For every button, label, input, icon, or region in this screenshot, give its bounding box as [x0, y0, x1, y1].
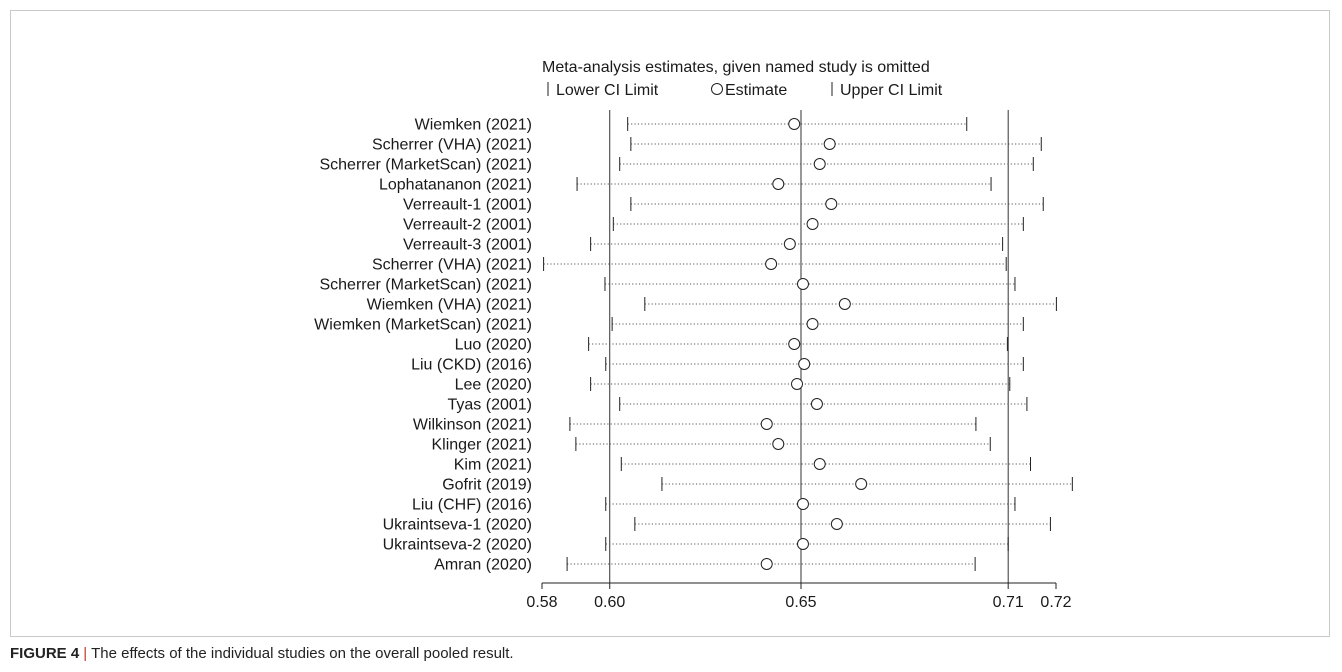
- estimate-point: [810, 398, 823, 410]
- study-label: Wilkinson (2021): [413, 417, 532, 434]
- x-tick-label: 0.71: [993, 594, 1024, 611]
- study-label: Ukraintseva-2 (2020): [383, 537, 532, 554]
- forest-plot: Meta-analysis estimates, given named stu…: [314, 59, 1073, 611]
- x-tick-label: 0.60: [594, 594, 625, 611]
- study-label: Gofrit (2019): [442, 477, 532, 494]
- figure-caption: FIGURE 4 | The effects of the individual s…: [10, 645, 514, 662]
- estimate-point: [796, 538, 809, 550]
- legend: Lower CI Limit Estimate Upper CI Limit: [547, 82, 943, 99]
- study-label: Liu (CHF) (2016): [412, 497, 532, 514]
- x-tick-label: 0.58: [526, 594, 557, 611]
- study-label: Tyas (2001): [448, 397, 532, 414]
- legend-estimate-label: Estimate: [725, 82, 787, 99]
- study-label: Verreault-3 (2001): [403, 237, 532, 254]
- study-label: Klinger (2021): [432, 437, 533, 454]
- estimate-point: [788, 118, 801, 130]
- estimate-point: [825, 198, 838, 210]
- estimate-point: [765, 258, 778, 270]
- study-label: Wiemken (VHA) (2021): [367, 297, 532, 314]
- study-rows: [543, 117, 1073, 571]
- study-label: Scherrer (VHA) (2021): [372, 137, 532, 154]
- x-tick-label: 0.65: [785, 594, 816, 611]
- legend-upper-label: Upper CI Limit: [840, 82, 943, 99]
- figure-label: FIGURE 4: [10, 645, 80, 662]
- study-label: Amran (2020): [434, 557, 532, 574]
- legend-estimate-marker: [711, 83, 723, 95]
- study-label: Lophatananon (2021): [379, 177, 532, 194]
- estimate-point: [806, 318, 819, 330]
- caption-text: The effects of the individual studies on…: [91, 645, 514, 662]
- study-label: Scherrer (MarketScan) (2021): [319, 157, 532, 174]
- estimate-point: [813, 158, 826, 170]
- reference-lines: [609, 110, 1009, 583]
- estimate-point: [830, 518, 843, 530]
- study-label: Verreault-2 (2001): [403, 217, 532, 234]
- study-label: Wiemken (MarketScan) (2021): [314, 317, 532, 334]
- estimate-point: [796, 278, 809, 290]
- study-label: Ukraintseva-1 (2020): [383, 517, 532, 534]
- legend-lower-label: Lower CI Limit: [556, 82, 659, 99]
- estimate-point: [772, 178, 785, 190]
- x-tick-label: 0.72: [1040, 594, 1071, 611]
- study-label: Lee (2020): [455, 377, 532, 394]
- estimate-point: [788, 338, 801, 350]
- estimate-point: [855, 478, 868, 490]
- estimate-point: [760, 418, 773, 430]
- estimate-point: [791, 378, 804, 390]
- estimate-point: [838, 298, 851, 310]
- estimate-point: [806, 218, 819, 230]
- chart-title: Meta-analysis estimates, given named stu…: [542, 59, 930, 76]
- study-label: Verreault-1 (2001): [403, 197, 532, 214]
- estimate-point: [813, 458, 826, 470]
- study-label: Kim (2021): [454, 457, 532, 474]
- estimate-point: [772, 438, 785, 450]
- estimate-point: [823, 138, 836, 150]
- estimate-point: [783, 238, 796, 250]
- estimate-point: [796, 498, 809, 510]
- study-label: Liu (CKD) (2016): [411, 357, 532, 374]
- study-label: Luo (2020): [455, 337, 532, 354]
- study-label: Scherrer (MarketScan) (2021): [319, 277, 532, 294]
- caption-separator: |: [83, 645, 88, 662]
- x-axis: 0.58 0.60 0.65 0.71 0.72: [526, 582, 1072, 611]
- estimate-point: [798, 358, 811, 370]
- study-label: Wiemken (2021): [415, 117, 532, 134]
- study-label: Scherrer (VHA) (2021): [372, 257, 532, 274]
- study-labels: Wiemken (2021) Scherrer (VHA) (2021) Scher…: [314, 117, 532, 574]
- estimate-point: [760, 558, 773, 570]
